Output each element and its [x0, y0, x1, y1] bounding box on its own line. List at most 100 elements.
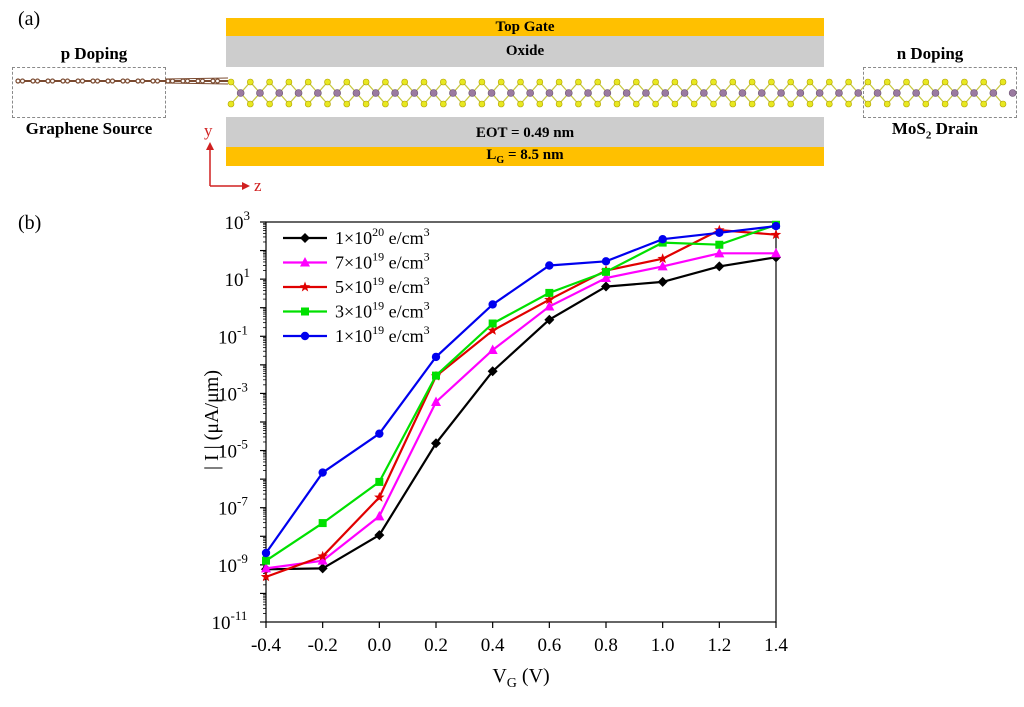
sulfur-atom	[478, 78, 486, 86]
sulfur-atom	[787, 78, 795, 86]
data-point-circle	[658, 235, 667, 244]
data-point-square	[301, 307, 309, 316]
carbon-atom	[94, 78, 101, 84]
sulfur-atom	[420, 100, 428, 108]
sulfur-atom	[594, 100, 602, 108]
y-axis-label: | I | (μA/μm)	[201, 370, 223, 470]
data-point-diamond	[300, 233, 310, 243]
sulfur-atom	[748, 100, 756, 108]
data-point-diamond	[374, 530, 385, 541]
sulfur-atom	[729, 78, 737, 86]
mos2-chain	[227, 78, 1017, 108]
data-point-triangle	[300, 257, 310, 267]
molybdenum-atom	[564, 89, 573, 97]
sulfur-atom	[401, 100, 409, 108]
data-point-triangle	[544, 301, 555, 311]
sulfur-atom	[555, 78, 563, 86]
data-point-diamond	[601, 281, 611, 292]
molybdenum-atom	[371, 89, 380, 97]
sulfur-atom	[382, 78, 389, 86]
series-4	[261, 221, 781, 558]
sulfur-atom	[227, 78, 235, 86]
sulfur-atom	[825, 78, 833, 86]
molybdenum-atom	[487, 89, 496, 97]
carbon-atom	[184, 78, 191, 84]
molybdenum-atom	[893, 89, 901, 97]
x-tick-label: 1.2	[707, 635, 731, 656]
data-point-square	[545, 288, 554, 297]
sulfur-atom	[903, 78, 910, 86]
data-point-triangle	[317, 555, 328, 565]
iv-chart: -0.4 -0.2 0.0 0.2 0.4 0.6 0.8 1.0 1.2 1.4 103 101 10…	[201, 208, 788, 691]
sulfur-atom	[478, 100, 486, 108]
panel-a-label: (a)	[18, 8, 41, 30]
y-tick-label: 10-1	[218, 322, 248, 348]
x-axis-label: VG (V)	[492, 665, 549, 691]
carbon-atom	[60, 78, 66, 84]
carbon-atom	[75, 78, 81, 84]
molybdenum-atom	[352, 89, 361, 97]
data-point-triangle	[771, 247, 781, 258]
molybdenum-atom	[507, 89, 515, 97]
sulfur-atom	[343, 78, 351, 86]
data-point-triangle	[657, 260, 668, 271]
carbon-atom	[139, 78, 146, 84]
molybdenum-atom	[526, 89, 534, 97]
series-1	[261, 247, 781, 573]
data-point-diamond	[657, 276, 668, 287]
sulfur-atom	[555, 100, 563, 108]
data-point-triangle	[487, 344, 498, 355]
sulfur-atom	[652, 78, 659, 86]
molybdenum-atom	[333, 89, 341, 97]
carbon-atom	[45, 78, 51, 84]
sulfur-atom	[903, 100, 910, 108]
data-point-square	[488, 319, 497, 328]
molybdenum-atom	[391, 89, 399, 97]
series-line	[265, 225, 777, 554]
sulfur-atom	[613, 78, 621, 86]
y-tick-label: 101	[225, 265, 251, 291]
carbon-atom	[79, 78, 86, 84]
sulfur-atom	[883, 78, 891, 86]
sulfur-atom	[459, 100, 466, 108]
top-oxide-layer: Oxide	[226, 36, 824, 67]
sulfur-atom	[787, 100, 795, 108]
sulfur-atom	[980, 100, 988, 108]
bottom-oxide-layer: EOT = 0.49 nm	[226, 117, 824, 147]
carbon-atom	[165, 78, 171, 84]
sulfur-atom	[671, 78, 679, 86]
legend-label: 7×1019 e/cm3	[335, 250, 430, 273]
molybdenum-atom	[1008, 89, 1017, 97]
molybdenum-atom	[738, 89, 747, 97]
carbon-atom	[195, 78, 201, 84]
sulfur-atom	[304, 78, 312, 86]
carbon-atom	[49, 78, 56, 84]
sulfur-atom	[999, 78, 1007, 86]
carbon-atom	[214, 78, 221, 84]
legend-label: 1×1020 e/cm3	[335, 225, 430, 248]
carbon-atom	[105, 78, 111, 84]
x-tick-label: 0.4	[481, 635, 505, 656]
legend-item: 7×1019 e/cm3	[283, 250, 430, 273]
molybdenum-atom	[757, 89, 766, 97]
carbon-atom	[19, 78, 26, 84]
data-point-circle	[300, 331, 310, 341]
data-point-star	[544, 294, 555, 305]
carbon-atom	[90, 78, 96, 84]
sulfur-atom	[710, 100, 717, 108]
molybdenum-atom	[854, 89, 863, 97]
data-point-triangle	[431, 396, 441, 407]
carbon-atom	[150, 78, 156, 84]
y-tick-label: 10-7	[218, 494, 248, 520]
data-point-diamond	[431, 438, 441, 449]
molybdenum-atom	[680, 89, 689, 97]
sulfur-atom	[536, 100, 544, 108]
sulfur-atom	[382, 100, 389, 108]
sulfur-atom	[517, 78, 524, 86]
data-point-diamond	[544, 314, 555, 325]
graphene-chain	[15, 77, 229, 85]
x-tick-label: 0.8	[594, 635, 618, 656]
data-point-star	[317, 550, 328, 561]
sulfur-atom	[266, 100, 273, 108]
